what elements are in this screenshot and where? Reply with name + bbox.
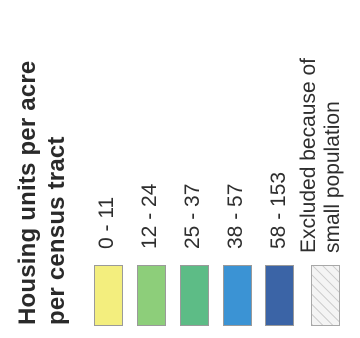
legend-class-label-0: 0 - 11	[95, 196, 118, 249]
legend-class-label-1: 12 - 24	[138, 183, 161, 249]
legend-excluded-label-line1: Excluded because of	[297, 58, 320, 253]
legend-title-line1: Housing units per acre	[14, 60, 41, 325]
legend-swatch-1	[137, 265, 166, 326]
legend-swatch-2	[180, 265, 209, 326]
legend-class-label-3: 38 - 57	[224, 183, 247, 249]
legend-excluded-label-line2: small population	[321, 101, 344, 253]
legend-swatch-3	[223, 265, 252, 326]
legend-class-label-4: 58 - 153	[267, 171, 290, 249]
legend-class-label-2: 25 - 37	[181, 183, 204, 249]
legend-swatch-4	[265, 265, 294, 326]
legend-swatch-0	[94, 265, 123, 326]
legend-swatch-excluded	[311, 265, 340, 326]
legend-title-line2: per census tract	[43, 136, 70, 325]
